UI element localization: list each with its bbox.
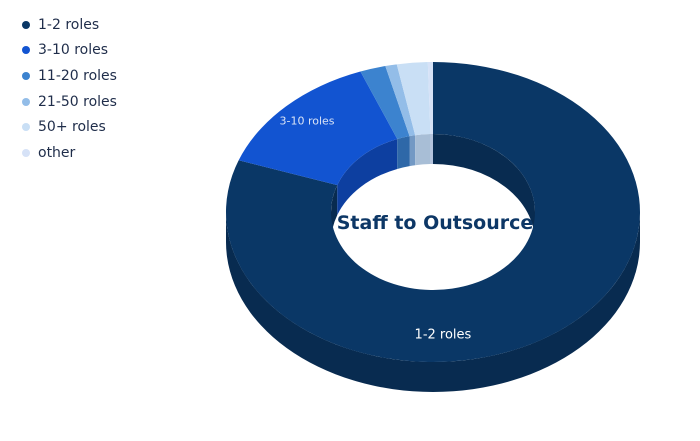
legend-label: 21-50 roles [38,93,117,110]
hole-wall-11-20-roles [397,136,410,169]
legend-swatch [22,20,30,29]
legend-label: 1-2 roles [38,16,100,33]
hole-wall-other [430,133,433,165]
slice-11-20-roles[interactable] [360,66,410,139]
legend-swatch [22,97,30,106]
chart-title: Staff to Outsource [337,212,534,234]
legend-swatch [22,148,30,157]
legend-label: 3-10 roles [38,42,109,59]
hole-wall-3-10-roles [337,138,398,216]
data-label-1-2-roles: 1-2 roles [415,327,472,342]
legend-label: other [38,144,76,161]
legend-item-1-2-roles[interactable]: 1-2 roles [22,12,117,38]
legend-item-other[interactable]: other [22,140,117,166]
slice-1-2-roles[interactable] [225,62,640,363]
slice-21-50-roles[interactable] [385,64,416,137]
legend-swatch [22,46,30,55]
slice-labels: 1-2 roles 3-10 roles [280,114,472,342]
legend-item-21-50-roles[interactable]: 21-50 roles [22,89,117,115]
slice-sides [226,212,640,392]
legend-item-3-10-roles[interactable]: 3-10 roles [22,38,117,64]
slice-other[interactable] [427,62,433,135]
legend-item-11-20-roles[interactable]: 11-20 roles [22,63,117,89]
legend-label: 11-20 roles [38,67,117,84]
legend-swatch [22,123,30,132]
hole-wall-50plus-roles [415,134,431,166]
slice-tops [225,62,640,363]
legend: 1-2 roles 3-10 roles 11-20 roles 21-50 role… [22,12,117,166]
slice-3-10-roles[interactable] [238,71,398,186]
slice-side-1-2-roles [226,212,640,392]
legend-swatch [22,71,30,80]
hole-wall-1-2-roles [433,134,535,242]
legend-item-50plus-roles[interactable]: 50+ roles [22,114,117,140]
slice-50plus-roles[interactable] [396,62,431,136]
legend-label: 50+ roles [38,119,106,136]
hole-wall-21-50-roles [409,135,416,167]
data-label-3-10-roles: 3-10 roles [280,114,335,127]
